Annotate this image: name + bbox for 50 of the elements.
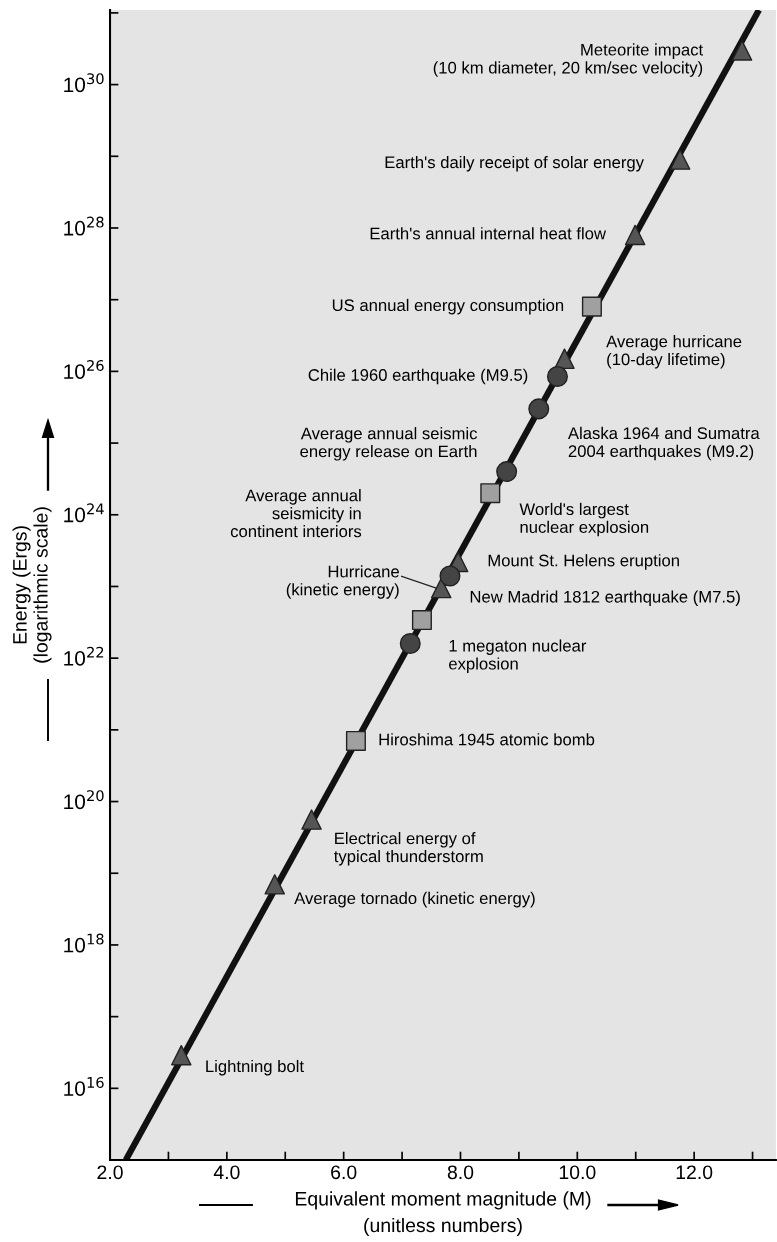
annotation: Average hurricane (10-day lifetime)	[606, 335, 742, 369]
point	[301, 809, 322, 830]
point	[480, 483, 501, 504]
x-tick-label: 2.0	[97, 1165, 123, 1180]
point	[546, 365, 568, 387]
annotation: 1 megaton nuclear explosion	[449, 639, 587, 673]
point	[171, 1044, 192, 1066]
annotation: Chile 1960 earthquake (M9.5)	[308, 368, 528, 385]
annotation: Hiroshima 1945 atomic bomb	[379, 733, 595, 746]
point	[731, 40, 753, 61]
point	[430, 577, 452, 599]
y-tick-label: 10$^{28}$	[64, 216, 104, 236]
x-axis-title: Equivalent moment magnitude (M) (unitless numbers)	[295, 1191, 591, 1237]
point	[399, 633, 421, 655]
y-tick-label: 10$^{16}$	[64, 1076, 104, 1096]
annotation: New Madrid 1812 earthquake (M7.5)	[470, 590, 740, 606]
x-tick-label: 10.0	[559, 1165, 596, 1180]
point	[581, 296, 602, 317]
point	[528, 398, 550, 420]
annotation: Meteorite impact (10 km diameter, 20 km/sec velocity)	[433, 43, 704, 77]
annotation: US annual energy consumption	[332, 298, 564, 315]
y-axis-title: Energy (Ergs) (logarithmic scale)	[12, 507, 52, 663]
x-tick-label: 8.0	[447, 1165, 474, 1180]
x-tick-label: 12.0	[676, 1165, 713, 1180]
y-tick-label: 10$^{30}$	[64, 73, 104, 93]
annotation: World's largest nuclear explosion	[519, 502, 649, 537]
annotation: Average annual seismic energy release on Earth	[300, 427, 478, 461]
annotation: Lightning bolt	[206, 1059, 304, 1076]
annotation: Hurricane (kinetic energy)	[286, 565, 399, 599]
annotation: Average tornado (kinetic energy)	[294, 891, 535, 908]
point	[264, 874, 286, 895]
point	[411, 610, 432, 631]
annotation: Mount St. Helens eruption	[488, 554, 679, 570]
annotation: Alaska 1964 and Sumatra 2004 earthquakes (M9.2)	[567, 426, 760, 461]
point	[439, 565, 461, 587]
annotation: Average annual seismicity in continent interiors	[230, 489, 362, 538]
y-tick-label: 10$^{26}$	[64, 359, 104, 379]
point	[669, 149, 691, 170]
annotation: Earth's daily receipt of solar energy	[385, 155, 644, 172]
annotation: Earth's annual internal heat flow	[370, 227, 607, 240]
point	[345, 730, 366, 751]
point	[624, 224, 646, 246]
y-tick-label: 10$^{22}$	[64, 646, 104, 666]
point	[496, 461, 518, 483]
y-tick-label: 10$^{20}$	[64, 790, 104, 810]
x-tick-label: 4.0	[213, 1165, 240, 1180]
annotation: Electrical energy of typical thunderstorm	[334, 832, 483, 866]
y-tick-label: 10$^{18}$	[64, 933, 104, 953]
y-tick-label: 10$^{24}$	[64, 503, 104, 523]
x-tick-label: 6.0	[331, 1165, 357, 1180]
